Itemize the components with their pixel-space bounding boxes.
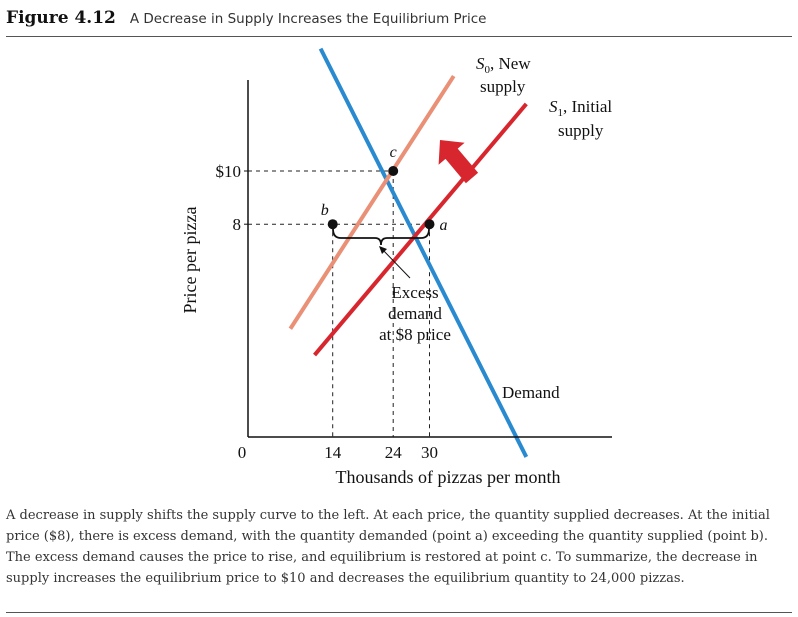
point-label-a: a	[440, 217, 448, 234]
annotation-line-2: demand	[388, 304, 442, 323]
s0-subscript: 0	[485, 64, 491, 76]
s0-label-line2: supply	[480, 77, 526, 96]
demand-curve	[318, 47, 529, 458]
x-tick-label-14: 14	[324, 443, 342, 462]
annotation-pointer	[380, 247, 411, 279]
point-c	[388, 166, 399, 176]
y-tick-label-8: 8	[233, 215, 242, 234]
figure-title: A Decrease in Supply Increases the Equil…	[129, 11, 487, 27]
s0-label-rest: , New	[490, 54, 531, 73]
annotation-line-1: Excess	[391, 283, 438, 302]
x-tick-label-30: 30	[421, 443, 438, 462]
annotation-line-3: at $8 price	[379, 325, 451, 344]
demand-label: Demand	[502, 383, 560, 402]
excess-brace	[332, 228, 430, 246]
figure-caption: A decrease in supply shifts the supply c…	[6, 508, 770, 586]
annotation-pointer-head	[379, 246, 387, 254]
bottom-rule	[6, 612, 792, 613]
figure-label: Figure 4.12	[6, 8, 116, 28]
x-tick-label-0: 0	[238, 443, 247, 462]
point-b	[327, 219, 338, 230]
s1-label-line1: S1, Initial	[549, 97, 612, 119]
x-axis-label: Thousands of pizzas per month	[336, 467, 561, 487]
y-tick-label-10: $10	[216, 162, 242, 181]
point-label-c: c	[390, 144, 397, 161]
s0-symbol: S	[476, 54, 485, 73]
point-a	[424, 219, 435, 230]
point-label-b: b	[321, 202, 329, 219]
s1-initial-supply-curve	[313, 102, 528, 357]
s1-label-rest: , Initial	[563, 97, 612, 116]
y-axis-label: Price per pizza	[180, 207, 200, 314]
s1-subscript: 1	[558, 107, 564, 119]
x-tick-label-24: 24	[385, 443, 403, 462]
supply-shift-arrow	[438, 140, 479, 184]
s1-symbol: S	[549, 97, 558, 116]
s1-label-line2: supply	[558, 121, 604, 140]
figure-header: Figure 4.12 A Decrease in Supply Increas…	[6, 8, 792, 37]
s0-label-line1: S0, New	[476, 54, 531, 76]
s0-new-supply-curve	[288, 74, 456, 330]
supply-demand-chart: Price per pizza Thousands of pizzas per …	[180, 47, 612, 487]
